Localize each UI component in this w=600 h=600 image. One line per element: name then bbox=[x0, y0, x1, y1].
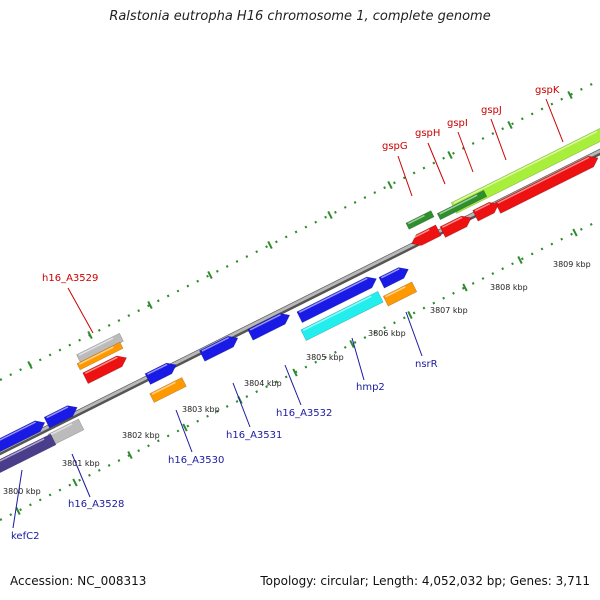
leader-line-h16_A3529 bbox=[67, 287, 94, 334]
major-tick-13 bbox=[147, 300, 153, 310]
map-title: Ralstonia eutropha H16 chromosome 1, com… bbox=[109, 9, 491, 24]
ruler-label: 3808 kbp bbox=[490, 283, 528, 292]
gene-label-gspG: gspG bbox=[382, 141, 408, 152]
ruler-label: 3806 kbp bbox=[368, 329, 406, 338]
major-tick-2 bbox=[127, 450, 133, 460]
ruler-label: 3804 kbp bbox=[244, 379, 282, 388]
genome-summary-text: Topology: circular; Length: 4,052,032 bp… bbox=[260, 574, 590, 588]
leader-line-gspI bbox=[457, 131, 474, 173]
leader-line-h16_A3532 bbox=[284, 364, 302, 406]
gene-label-h16_A3530: h16_A3530 bbox=[168, 455, 224, 466]
feature-h16_A3530-orange bbox=[149, 377, 187, 403]
feature-h16_A3531b bbox=[247, 313, 291, 341]
major-tick-18 bbox=[447, 150, 453, 160]
major-tick-9 bbox=[517, 255, 523, 265]
feature-gspG-track bbox=[405, 210, 435, 230]
feature-gspJ bbox=[472, 201, 500, 222]
feature-h16_A3532 bbox=[296, 276, 377, 323]
feature-kefC2-navy bbox=[0, 433, 57, 477]
feature-kefC2 bbox=[0, 420, 46, 456]
major-tick-20 bbox=[567, 90, 573, 100]
major-tick-19 bbox=[507, 120, 513, 130]
gene-label-gspK: gspK bbox=[535, 85, 560, 96]
feature-gspG bbox=[411, 224, 442, 246]
gene-label-h16_A3528: h16_A3528 bbox=[68, 499, 124, 510]
tick-track-upper bbox=[0, 79, 600, 381]
major-tick-14 bbox=[207, 270, 213, 280]
major-tick-8 bbox=[462, 283, 468, 292]
ruler-label: 3802 kbp bbox=[122, 431, 160, 440]
ruler-label: 3807 kbp bbox=[430, 306, 468, 315]
gene-label-gspJ: gspJ bbox=[481, 105, 502, 116]
tick-track-lower bbox=[0, 219, 600, 521]
leader-line-h16_A3528 bbox=[71, 453, 91, 498]
feature-nsrR bbox=[378, 267, 409, 289]
major-tick-10 bbox=[572, 228, 578, 237]
gene-label-h16_A3531: h16_A3531 bbox=[226, 430, 282, 441]
major-tick-12 bbox=[87, 330, 93, 340]
feature-gspK bbox=[494, 155, 599, 214]
feature-h16_A3531 bbox=[199, 335, 239, 362]
gene-label-gspI: gspI bbox=[447, 118, 468, 129]
gene-label-kefC2: kefC2 bbox=[11, 531, 39, 542]
leader-line-gspJ bbox=[490, 118, 507, 161]
major-tick-6 bbox=[349, 339, 355, 349]
major-tick-5 bbox=[292, 368, 298, 377]
feature-gspH-track bbox=[436, 189, 488, 221]
feature-gspI bbox=[439, 215, 472, 238]
ruler-label: 3809 kbp bbox=[553, 260, 591, 269]
leader-line-gspK bbox=[545, 98, 564, 143]
feature-h16_A3530 bbox=[144, 362, 177, 385]
ruler-label: 3801 kbp bbox=[62, 459, 100, 468]
leader-line-nsrR bbox=[405, 311, 423, 357]
gene-label-hmp2: hmp2 bbox=[356, 382, 385, 393]
leader-line-kefC2 bbox=[12, 469, 23, 529]
leader-line-hmp2 bbox=[351, 337, 365, 381]
feature-h16_A3528 bbox=[43, 405, 78, 429]
major-tick-15 bbox=[267, 240, 273, 250]
feature-nsrR-orange bbox=[382, 281, 418, 307]
major-tick-7 bbox=[407, 310, 413, 320]
gene-label-nsrR: nsrR bbox=[415, 359, 438, 370]
gene-label-h16_A3532: h16_A3532 bbox=[276, 408, 332, 419]
feature-h16_A3529 bbox=[82, 355, 128, 385]
ruler-label: 3805 kbp bbox=[306, 353, 344, 362]
major-tick-0 bbox=[15, 506, 21, 516]
leader-line-gspH bbox=[427, 142, 446, 185]
major-tick-17 bbox=[387, 180, 393, 190]
feature-h16_A3529-gray bbox=[76, 332, 124, 364]
accession-text: Accession: NC_008313 bbox=[10, 574, 147, 588]
leader-line-h16_A3531 bbox=[232, 382, 251, 428]
feature-hmp2 bbox=[300, 291, 384, 341]
major-tick-1 bbox=[72, 478, 78, 487]
gene-label-h16_A3529: h16_A3529 bbox=[42, 273, 98, 284]
leader-line-gspG bbox=[397, 155, 413, 197]
leader-line-h16_A3530 bbox=[175, 409, 193, 453]
ruler-label: 3803 kbp bbox=[182, 405, 220, 414]
feature-h16_A3529-orange bbox=[76, 341, 124, 371]
ruler-label: 3800 kbp bbox=[3, 487, 41, 496]
major-tick-11 bbox=[27, 360, 33, 370]
major-tick-3 bbox=[182, 423, 188, 432]
gene-label-gspH: gspH bbox=[415, 128, 440, 139]
major-tick-16 bbox=[327, 210, 333, 220]
